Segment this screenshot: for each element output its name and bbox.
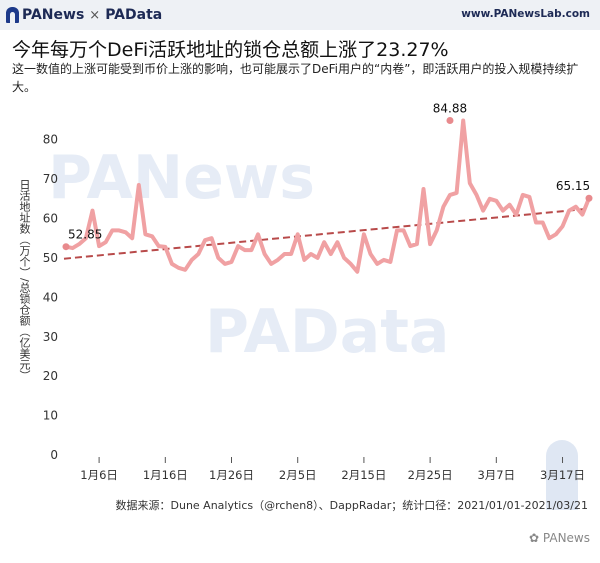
x-tick-label: 1月6日 <box>80 468 118 482</box>
panews-logo-icon <box>6 7 19 23</box>
x-tick-label: 2月15日 <box>341 468 386 482</box>
y-axis-label: 日活地址数（万个）/总锁仓额（亿美元） <box>18 179 31 381</box>
y-tick-label: 70 <box>43 172 58 186</box>
wechat-icon: ✿ <box>529 531 540 545</box>
brand-left: PANews <box>22 7 85 23</box>
y-axis: 0 10 20 30 40 50 60 70 80 <box>43 133 58 462</box>
annotation-label: 84.88 <box>433 101 467 115</box>
x-tick-label: 1月16日 <box>143 468 188 482</box>
annotation-label: 65.15 <box>556 179 590 193</box>
y-tick-label: 0 <box>50 448 58 462</box>
watermark-upper: PANews <box>48 143 315 213</box>
brand-separator: × <box>89 7 101 23</box>
chart-subtitle: 这一数值的上涨可能受到币价上涨的影响，也可能展示了DeFi用户的“内卷”，即活跃… <box>12 62 579 94</box>
y-tick-label: 40 <box>43 290 58 304</box>
annotation-marker <box>585 194 593 202</box>
site-url: www.PANewsLab.com <box>461 8 590 20</box>
corner-logo-icon <box>546 440 578 510</box>
annotation-marker <box>62 243 70 251</box>
y-tick-label: 80 <box>43 133 58 147</box>
annotation-marker <box>446 116 454 124</box>
x-tick-label: 1月26日 <box>209 468 254 482</box>
series-line <box>64 118 591 274</box>
data-source: 数据来源：Dune Analytics（@rchen8）、DappRadar；统… <box>115 499 589 512</box>
y-tick-label: 50 <box>43 251 58 265</box>
y-tick-label: 20 <box>43 369 58 383</box>
y-tick-label: 10 <box>43 409 58 423</box>
watermark-lower: PAData <box>205 297 449 367</box>
top-bar: PANews × PAData www.PANewsLab.com <box>0 0 600 30</box>
y-tick-label: 30 <box>43 330 58 344</box>
x-tick-label: 2月5日 <box>279 468 317 482</box>
annotation-label: 52.85 <box>68 228 102 242</box>
x-tick-label: 2月25日 <box>408 468 453 482</box>
footer-watermark: ✿ PANews <box>529 531 590 545</box>
annotations: 52.85 84.88 65.15 <box>62 101 593 251</box>
x-axis: 1月6日 1月16日 1月26日 2月5日 2月15日 2月25日 3月7日 3月17日 <box>80 457 585 482</box>
brand-logo: PANews × PAData <box>6 5 162 25</box>
y-tick-label: 60 <box>43 212 58 226</box>
x-tick-label: 3月17日 <box>540 468 585 482</box>
footer-label: PANews <box>542 531 590 545</box>
chart-title: 今年每万个DeFi活跃地址的锁仓总额上涨了23.27% <box>12 39 449 61</box>
brand-right: PAData <box>105 7 163 23</box>
x-tick-label: 3月7日 <box>477 468 515 482</box>
